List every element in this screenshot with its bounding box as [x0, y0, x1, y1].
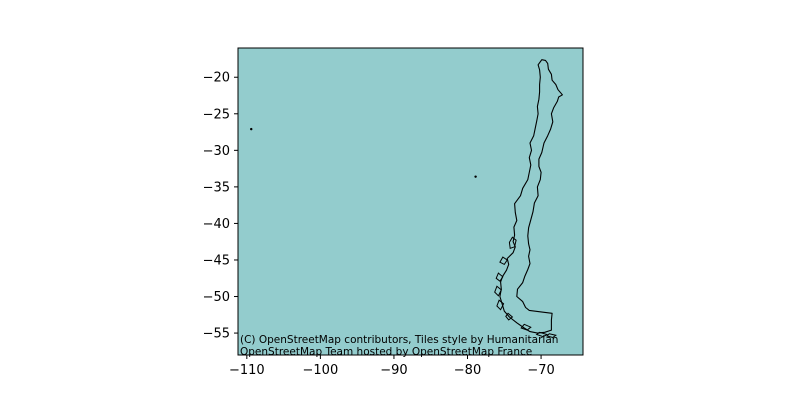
- archipelago-island-outline: [520, 323, 532, 331]
- y-axis: −20 −25 −30 −35 −40 −45 −50 −55: [203, 71, 238, 342]
- mainland-outline: [499, 59, 563, 334]
- y-tick-label: −50: [203, 290, 230, 305]
- archipelago-island-outline: [496, 299, 505, 311]
- archipelago-island-outline: [494, 285, 502, 297]
- y-tick-label: −55: [203, 327, 230, 342]
- attribution-line-1: (C) OpenStreetMap contributors, Tiles st…: [240, 334, 558, 346]
- island-marker: [474, 175, 477, 178]
- y-tick-label: −35: [203, 180, 230, 195]
- archipelago-island-outline: [495, 272, 504, 282]
- x-tick-label: −110: [229, 363, 265, 378]
- x-tick-label: −70: [527, 363, 554, 378]
- y-tick-label: −25: [203, 107, 230, 122]
- archipelago-island-outline: [505, 312, 514, 321]
- archipelago-island-outline: [508, 236, 517, 249]
- map-background: [238, 48, 583, 355]
- y-tick-label: −45: [203, 253, 230, 268]
- island-layer: [250, 127, 477, 178]
- archipelago-island-outline: [546, 333, 557, 339]
- archipelago-island-outline: [499, 256, 508, 266]
- island-marker: [250, 127, 253, 131]
- attribution: (C) OpenStreetMap contributors, Tiles st…: [240, 334, 558, 358]
- y-tick-label: −30: [203, 144, 230, 159]
- archipelago-island-outline: [535, 331, 549, 338]
- y-tick-label: −40: [203, 217, 230, 232]
- x-tick-label: −90: [380, 363, 407, 378]
- x-tick-label: −80: [454, 363, 481, 378]
- country-outline-layer: [494, 59, 563, 339]
- axes-frame: [237, 47, 584, 356]
- y-tick-label: −20: [203, 71, 230, 86]
- x-tick-label: −100: [303, 363, 339, 378]
- attribution-line-2: OpenStreetMap Team hosted by OpenStreetM…: [240, 346, 532, 358]
- x-axis: −110 −100 −90 −80 −70: [229, 355, 555, 378]
